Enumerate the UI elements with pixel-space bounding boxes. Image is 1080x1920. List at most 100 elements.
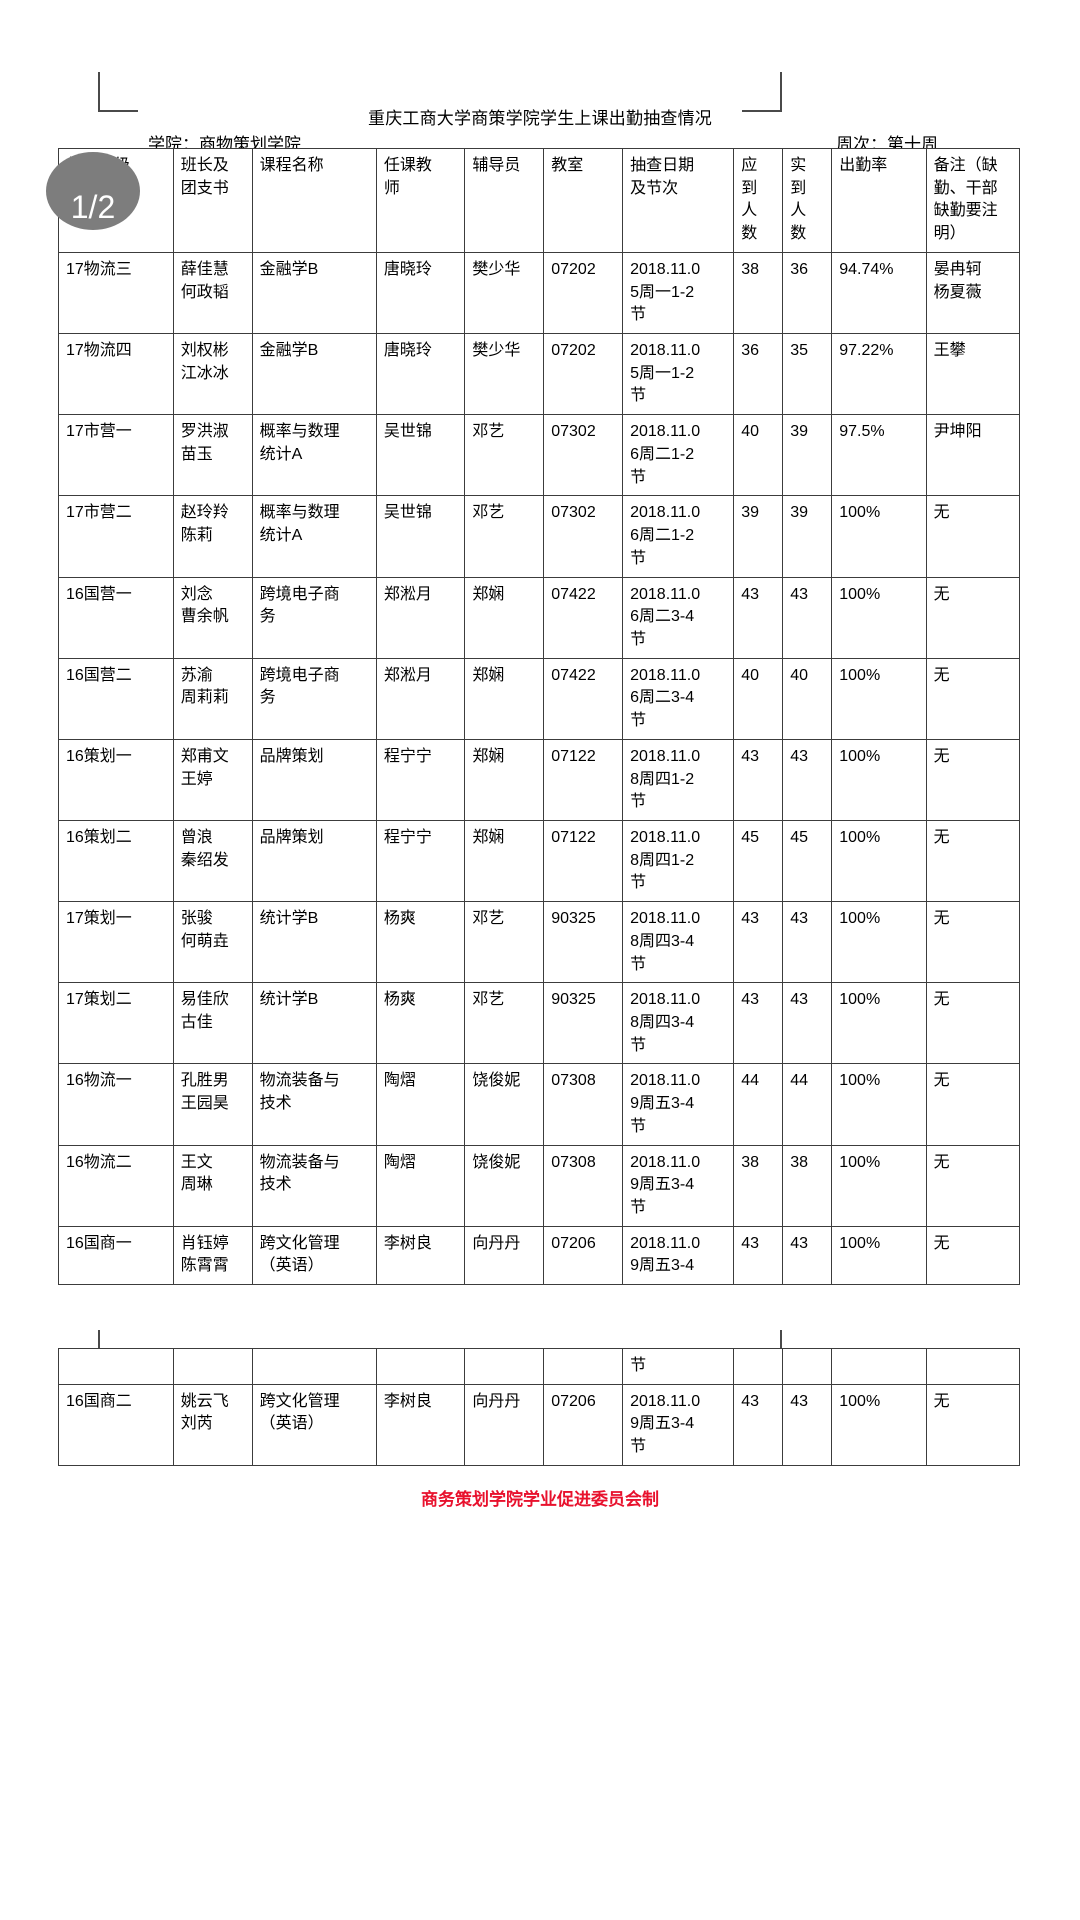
- row-cell-teacher: 唐晓玲: [375, 251, 466, 335]
- row-cell-date: 2018.11.0 9周五3-4 节: [622, 1144, 735, 1227]
- row-cell-adviser: 向丹丹: [464, 1383, 545, 1466]
- row-cell-teacher: 程宁宁: [375, 819, 466, 903]
- row-cell-date: 2018.11.0 9周五3-4 节: [622, 1063, 735, 1146]
- header-cell-rate: 出勤率: [831, 148, 927, 253]
- row-cell-class: 16国商一: [58, 1225, 174, 1286]
- row-cell-teacher: 李树良: [375, 1383, 466, 1466]
- row-cell-teacher: 吴世锦: [375, 495, 466, 578]
- row-cell-actual: 43: [782, 738, 833, 821]
- table-row: 16国营一 刘念 曹余帆 跨境电子商务郑淞月 郑娴 07422 2018.11.0 6周二3-…: [58, 576, 1021, 659]
- row-cell-adviser: 郑娴: [464, 819, 545, 903]
- row-cell-teacher: 陶熠: [375, 1144, 466, 1227]
- row-cell-leaders: 易佳欣 古佳: [172, 982, 253, 1065]
- table-row: 16国商一 肖钰婷 陈霄霄 跨文化管理 （英语） 李树良 向丹丹 07206 2018.11.0…: [58, 1225, 1021, 1286]
- row-cell-room: 07302: [543, 495, 624, 578]
- row-cell-should: 43: [733, 576, 784, 659]
- row-cell-date: 2018.11.0 8周四3-4 节: [622, 901, 735, 984]
- row-cell-course: 统计学B: [251, 901, 377, 984]
- row-cell-actual: 43: [782, 901, 833, 984]
- table-row: 17市营一 罗洪淑 苗玉 概率与数理 统计A 吴世锦 邓艺 07302 2018.11.0 6周二…: [58, 414, 1021, 497]
- row-cell-should: 40: [733, 657, 784, 740]
- spill-cell: [375, 1348, 466, 1385]
- row-cell-room: 07206: [543, 1225, 624, 1286]
- table-row: 16国商二 姚云飞 刘芮 跨文化管理 （英语） 李树良 向丹丹 07206 2018.11.0 9…: [58, 1383, 1021, 1466]
- table-row: 17策划二 易佳欣 古佳 统计学B 杨爽 邓艺 90325 2018.11.0 8周四3-4 节 4…: [58, 982, 1021, 1065]
- row-cell-adviser: 郑娴: [464, 657, 545, 740]
- row-cell-note: 无: [925, 1144, 1021, 1227]
- row-cell-leaders: 刘念 曹余帆: [172, 576, 253, 659]
- row-cell-should: 43: [733, 982, 784, 1065]
- row-cell-class: 17市营一: [58, 414, 174, 497]
- spill-cell: [733, 1348, 784, 1385]
- row-cell-actual: 43: [782, 576, 833, 659]
- row-cell-note: 无: [925, 1063, 1021, 1146]
- header-cell-actual: 实到人数: [782, 148, 833, 253]
- row-cell-date: 2018.11.0 6周二1-2 节: [622, 495, 735, 578]
- table-row: 16物流一 孔胜男 王园昊 物流装备与 技术 陶熠 饶俊妮 07308 2018.11.0 9周五…: [58, 1063, 1021, 1146]
- row-cell-date: 2018.11.0 5周一1-2 节: [622, 333, 735, 416]
- row-cell-course: 跨文化管理 （英语）: [251, 1383, 377, 1466]
- row-cell-should: 45: [733, 819, 784, 903]
- row-cell-should: 43: [733, 1225, 784, 1286]
- row-cell-should: 38: [733, 251, 784, 335]
- row-cell-rate: 94.74%: [831, 251, 927, 335]
- row-cell-note: 无: [925, 901, 1021, 984]
- row-cell-actual: 44: [782, 1063, 833, 1146]
- table-row: 16国营二 苏渝 周莉莉 跨境电子商务郑淞月 郑娴 07422 2018.11.0 6周二3-…: [58, 657, 1021, 740]
- row-cell-actual: 43: [782, 982, 833, 1065]
- row-cell-rate: 100%: [831, 901, 927, 984]
- spill-cell: [925, 1348, 1021, 1385]
- row-cell-note: 无: [925, 657, 1021, 740]
- row-cell-rate: 100%: [831, 819, 927, 903]
- row-cell-rate: 100%: [831, 495, 927, 578]
- spill-cell: 节: [622, 1348, 735, 1385]
- row-cell-class: 17策划一: [58, 901, 174, 984]
- row-cell-rate: 100%: [831, 1225, 927, 1286]
- row-cell-leaders: 王文 周琳: [172, 1144, 253, 1227]
- row-cell-date: 2018.11.0 9周五3-4 节: [622, 1383, 735, 1466]
- row-cell-course: 物流装备与 技术: [251, 1063, 377, 1146]
- row-cell-actual: 35: [782, 333, 833, 416]
- row-cell-should: 43: [733, 901, 784, 984]
- row-cell-class: 16物流一: [58, 1063, 174, 1146]
- row-cell-leaders: 肖钰婷 陈霄霄: [172, 1225, 253, 1286]
- row-cell-actual: 43: [782, 1225, 833, 1286]
- row-cell-room: 07308: [543, 1144, 624, 1227]
- row-cell-class: 17市营二: [58, 495, 174, 578]
- row-cell-date: 2018.11.0 5周一1-2 节: [622, 251, 735, 335]
- row-cell-should: 38: [733, 1144, 784, 1227]
- row-cell-course: 金融学B: [251, 251, 377, 335]
- row-cell-room: 90325: [543, 982, 624, 1065]
- row-cell-actual: 36: [782, 251, 833, 335]
- row-cell-note: 无: [925, 738, 1021, 821]
- row-cell-teacher: 郑淞月: [375, 576, 466, 659]
- row-cell-course: 跨文化管理 （英语）: [251, 1225, 377, 1286]
- row-cell-leaders: 苏渝 周莉莉: [172, 657, 253, 740]
- row-cell-class: 17物流四: [58, 333, 174, 416]
- row-cell-adviser: 邓艺: [464, 982, 545, 1065]
- row-cell-course: 品牌策划: [251, 738, 377, 821]
- row-cell-room: 90325: [543, 901, 624, 984]
- page-number-badge: 1/2: [46, 152, 140, 230]
- row-cell-teacher: 杨爽: [375, 901, 466, 984]
- row-cell-rate: 100%: [831, 982, 927, 1065]
- row-cell-room: 07122: [543, 819, 624, 903]
- header-cell-should: 应到人数: [733, 148, 784, 253]
- row-cell-adviser: 樊少华: [464, 251, 545, 335]
- row-cell-actual: 40: [782, 657, 833, 740]
- row-cell-actual: 43: [782, 1383, 833, 1466]
- row-cell-actual: 38: [782, 1144, 833, 1227]
- row-cell-room: 07302: [543, 414, 624, 497]
- table-row: 16策划一 郑甫文 王婷 品牌策划 程宁宁 郑娴 07122 2018.11.0 8周四1-2 节…: [58, 738, 1021, 821]
- row-cell-leaders: 郑甫文 王婷: [172, 738, 253, 821]
- table-row: 16策划二 曾浪 秦绍发 品牌策划 程宁宁 郑娴 07122 2018.11.0 8周四1-2 节…: [58, 819, 1021, 903]
- row-cell-room: 07422: [543, 657, 624, 740]
- row-cell-teacher: 李树良: [375, 1225, 466, 1286]
- row-cell-room: 07206: [543, 1383, 624, 1466]
- spill-cell: [58, 1348, 174, 1385]
- spill-cell: [782, 1348, 833, 1385]
- row-cell-room: 07122: [543, 738, 624, 821]
- row-cell-class: 16国商二: [58, 1383, 174, 1466]
- row-cell-course: 统计学B: [251, 982, 377, 1065]
- row-cell-rate: 100%: [831, 738, 927, 821]
